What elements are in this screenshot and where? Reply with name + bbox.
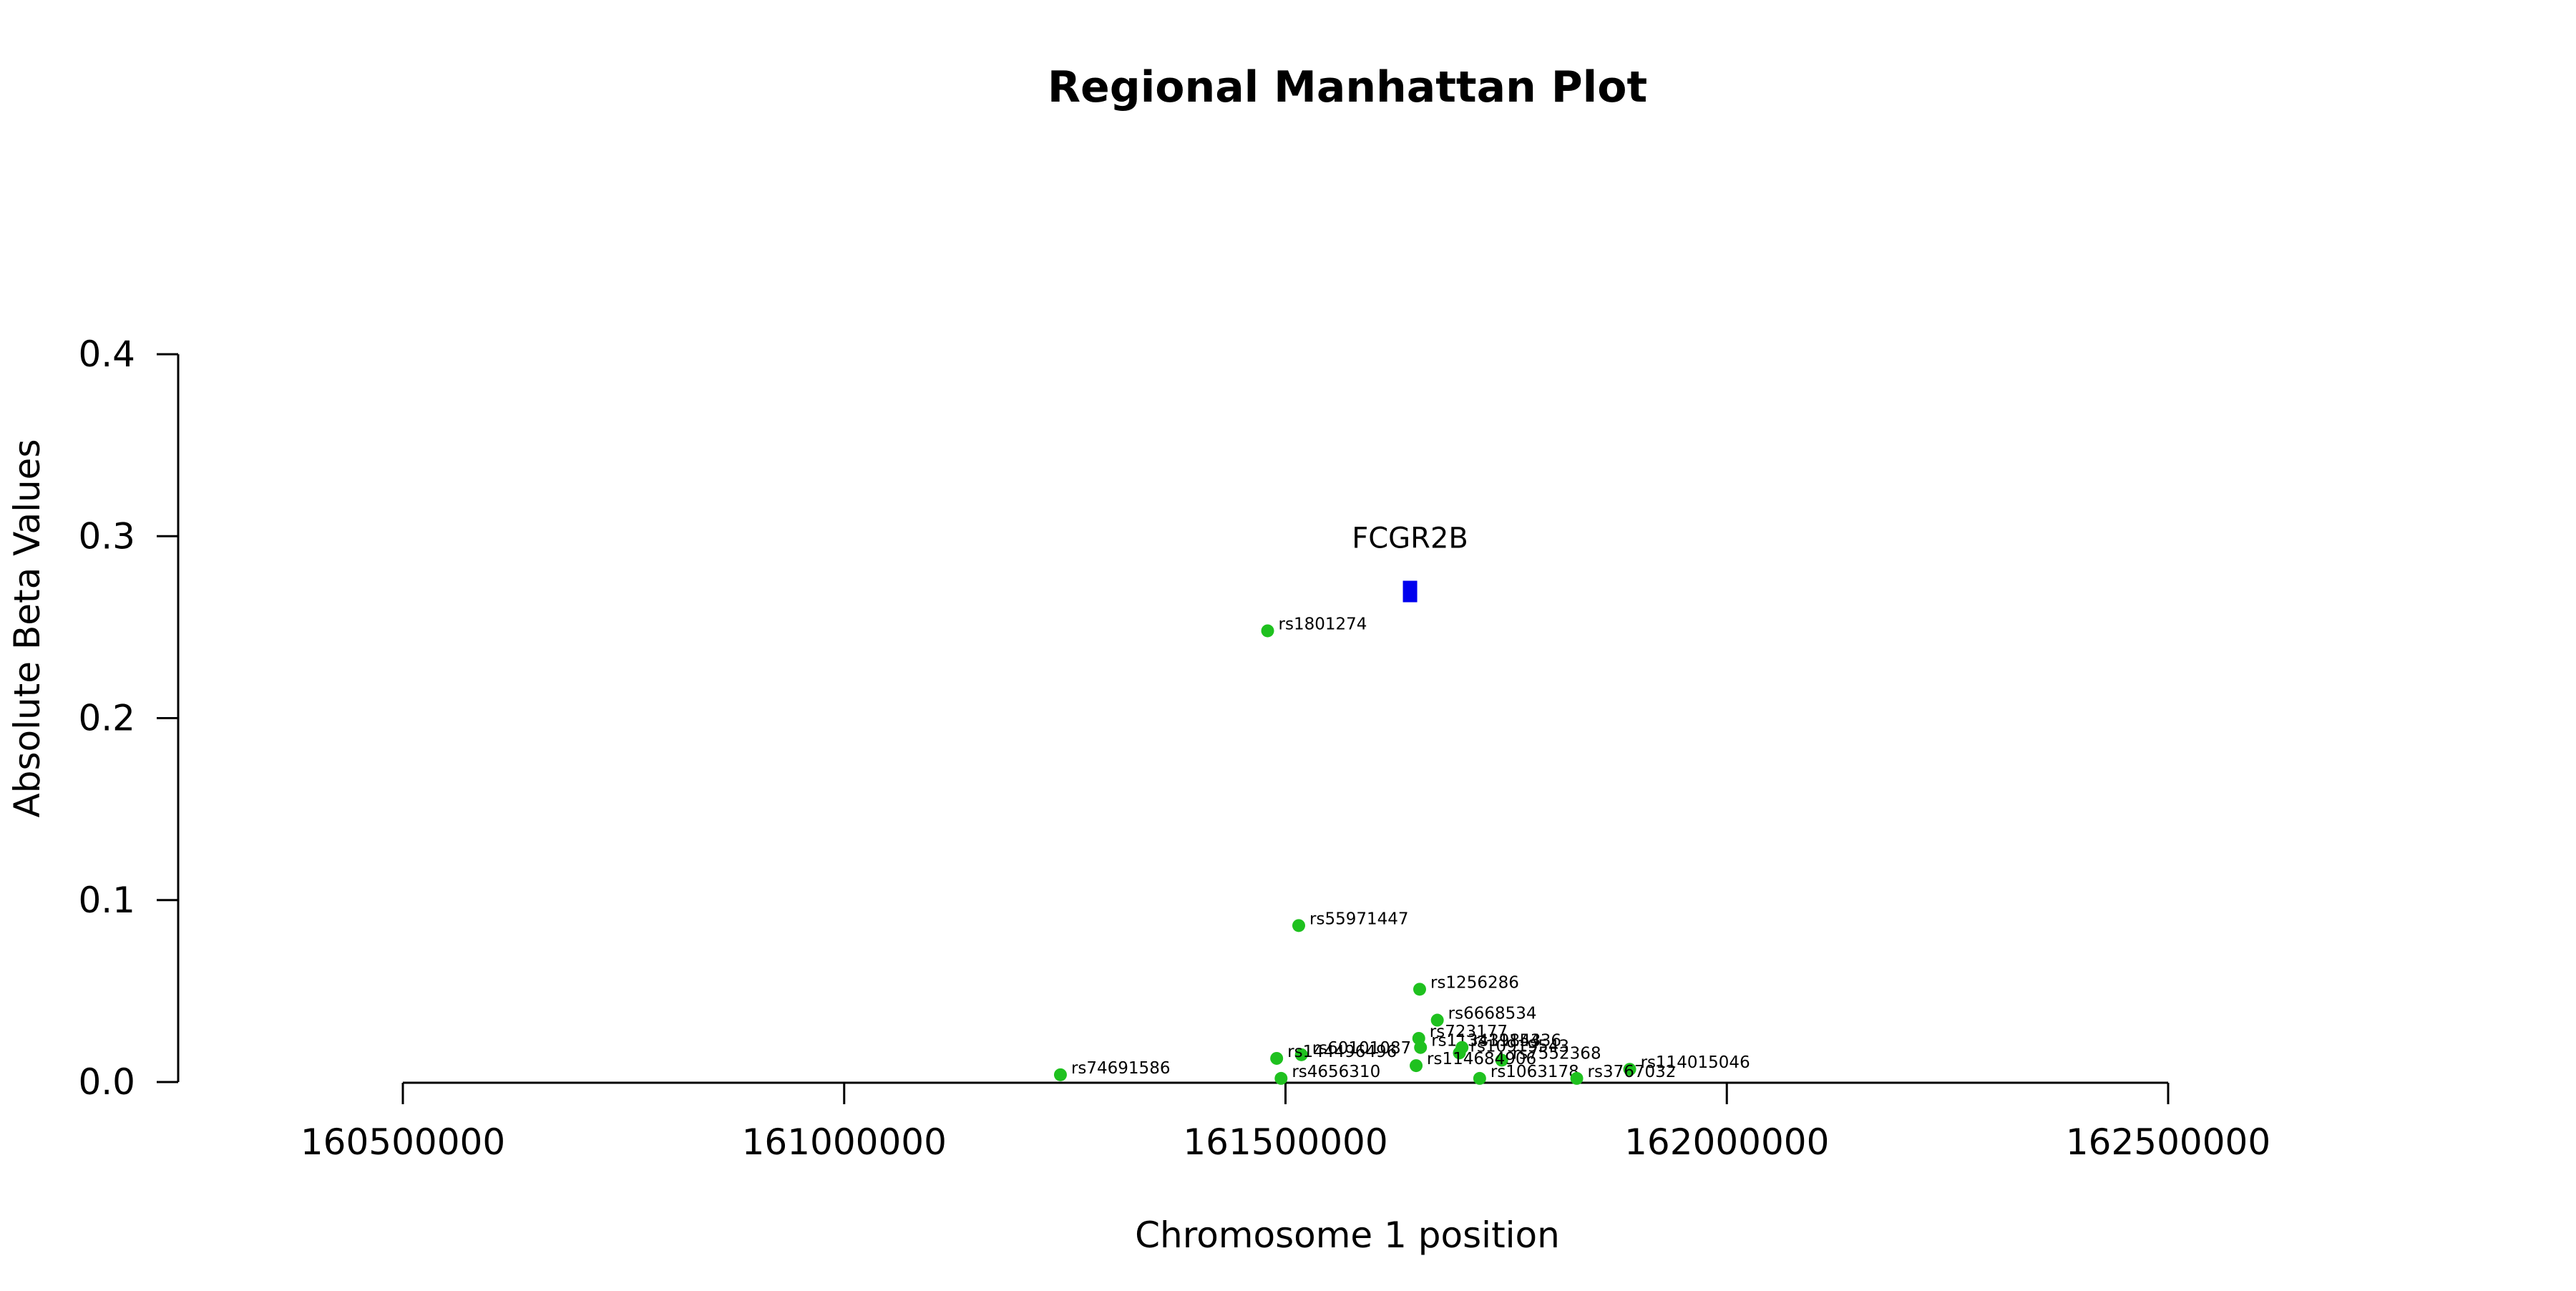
snp-label: rs6668534 — [1448, 1005, 1537, 1023]
chart-title: Regional Manhattan Plot — [1048, 62, 1647, 112]
snp-point — [1453, 1046, 1466, 1060]
snp-label: rs1801274 — [1279, 615, 1367, 633]
axes: 0.0 0.1 0.2 0.3 0.4 160500000 161000000 1615000… — [78, 333, 2270, 1163]
snp-label: rs7552368 — [1513, 1044, 1601, 1063]
snp-point — [1410, 1059, 1423, 1073]
snp-point — [1294, 1048, 1308, 1061]
snp-label: rs1256286 — [1430, 973, 1519, 992]
gene-layer: FCGR2B — [1352, 522, 1468, 603]
y-tick-label: 0.0 — [78, 1061, 135, 1103]
y-tick-label: 0.2 — [78, 698, 135, 739]
snp-point — [1270, 1051, 1284, 1065]
snp-point — [1261, 624, 1274, 638]
snp-point — [1570, 1071, 1584, 1085]
y-tick-label: 0.4 — [78, 333, 135, 375]
snp-point — [1473, 1071, 1486, 1085]
snp-label: rs4656310 — [1292, 1063, 1380, 1081]
x-tick-label: 162000000 — [1624, 1121, 1829, 1163]
snp-label: rs3767032 — [1588, 1063, 1677, 1081]
y-axis-label: Absolute Beta Values — [6, 439, 48, 818]
snp-label: rs114684906 — [1427, 1050, 1536, 1068]
x-tick-label: 161000000 — [742, 1121, 947, 1163]
snp-label: rs1115436 — [1473, 1032, 1561, 1051]
snp-label: rs55971447 — [1309, 910, 1409, 928]
points-layer: rs1801274rs55971447rs1256286rs6668534rs7… — [1053, 615, 1750, 1085]
gene-label: FCGR2B — [1352, 522, 1468, 555]
snp-point — [1495, 1053, 1508, 1067]
x-tick-label: 160500000 — [301, 1121, 505, 1163]
snp-point — [1292, 919, 1306, 932]
y-tick-label: 0.3 — [78, 515, 135, 557]
snp-point — [1623, 1063, 1636, 1076]
snp-label: rs10919543 — [1470, 1037, 1569, 1056]
snp-label: rs113439843 — [1431, 1032, 1541, 1051]
snp-point — [1274, 1071, 1288, 1085]
snp-point — [1414, 1041, 1428, 1054]
snp-label: rs60101087 — [1312, 1039, 1412, 1058]
snp-label: rs74691586 — [1071, 1059, 1171, 1078]
y-tick-label: 0.1 — [78, 880, 135, 921]
gene-marker — [1402, 580, 1418, 603]
x-tick-label: 161500000 — [1183, 1121, 1387, 1163]
snp-label: rs723177 — [1430, 1023, 1508, 1041]
x-tick-label: 162500000 — [2066, 1121, 2270, 1163]
snp-point — [1413, 983, 1426, 996]
x-axis-label: Chromosome 1 position — [1135, 1214, 1560, 1256]
snp-label: rs144496496 — [1287, 1043, 1397, 1061]
snp-label: rs1063178 — [1491, 1063, 1579, 1081]
snp-point — [1430, 1013, 1444, 1027]
snp-label: rs114015046 — [1641, 1053, 1750, 1072]
snp-point — [1053, 1068, 1067, 1081]
